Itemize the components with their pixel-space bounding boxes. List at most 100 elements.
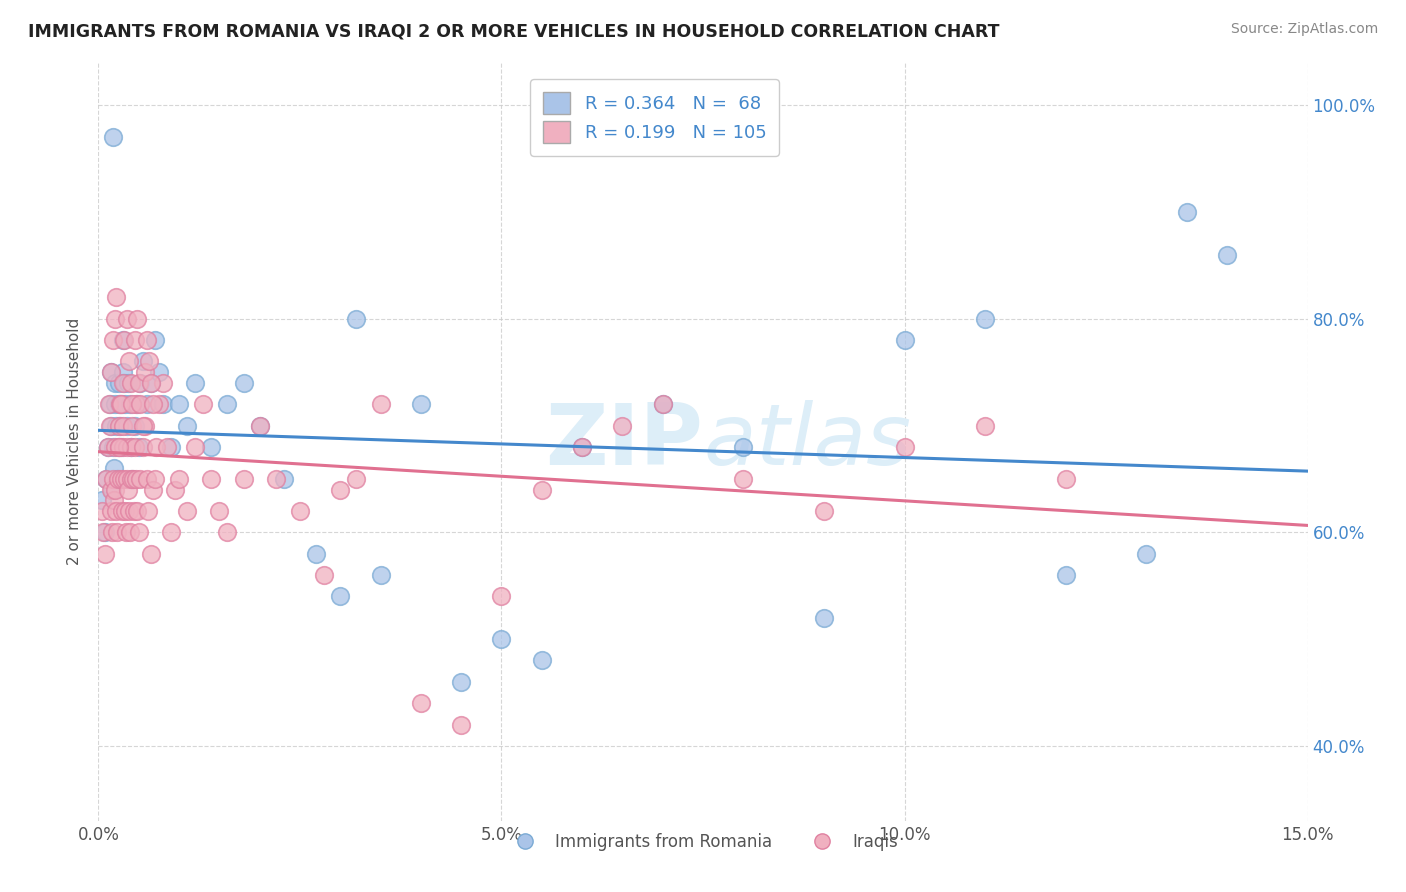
Point	[124, 440, 146, 454]
Point	[135, 472, 157, 486]
Point	[105, 290, 128, 304]
Point	[132, 440, 155, 454]
Point	[217, 397, 239, 411]
Point	[264, 472, 287, 486]
Point	[107, 397, 129, 411]
Point	[370, 397, 392, 411]
Point	[108, 397, 131, 411]
Point	[184, 440, 207, 454]
Point	[114, 504, 136, 518]
Point	[117, 440, 139, 454]
Point	[108, 418, 131, 433]
Point	[733, 440, 755, 454]
Point	[105, 525, 128, 540]
Point	[103, 461, 125, 475]
Point	[142, 397, 165, 411]
Point	[111, 397, 134, 411]
Point	[124, 418, 146, 433]
Point	[120, 440, 142, 454]
Point	[101, 525, 124, 540]
Point	[121, 472, 143, 486]
Point	[115, 472, 138, 486]
Point	[100, 483, 122, 497]
Point	[152, 376, 174, 390]
Point	[124, 397, 146, 411]
Point	[107, 440, 129, 454]
Point	[128, 440, 150, 454]
Point	[139, 376, 162, 390]
Point	[103, 493, 125, 508]
Point	[121, 397, 143, 411]
Point	[409, 696, 432, 710]
Point	[121, 418, 143, 433]
Point	[100, 504, 122, 518]
Point	[91, 525, 114, 540]
Point	[125, 472, 148, 486]
Point	[329, 590, 352, 604]
Point	[107, 440, 129, 454]
Point	[232, 376, 254, 390]
Point	[142, 483, 165, 497]
Point	[167, 397, 190, 411]
Point	[127, 397, 149, 411]
Point	[1054, 472, 1077, 486]
Point	[112, 376, 135, 390]
Point	[124, 333, 146, 347]
Point	[104, 483, 127, 497]
Point	[138, 354, 160, 368]
Point	[134, 418, 156, 433]
Point	[101, 483, 124, 497]
Point	[100, 365, 122, 379]
Point	[184, 376, 207, 390]
Point	[571, 440, 593, 454]
Point	[160, 440, 183, 454]
Point	[90, 504, 112, 518]
Point	[893, 333, 915, 347]
Point	[110, 440, 132, 454]
Point	[108, 418, 131, 433]
Point	[105, 504, 128, 518]
Point	[129, 376, 152, 390]
Point	[651, 397, 673, 411]
Point	[135, 333, 157, 347]
Point	[110, 472, 132, 486]
Point	[112, 472, 135, 486]
Point	[143, 333, 166, 347]
Point	[132, 418, 155, 433]
Point	[329, 483, 352, 497]
Point	[100, 418, 122, 433]
Point	[612, 418, 634, 433]
Point	[314, 568, 336, 582]
Point	[273, 472, 295, 486]
Point	[94, 525, 117, 540]
Point	[91, 493, 114, 508]
Point	[139, 547, 162, 561]
Point	[110, 397, 132, 411]
Point	[733, 472, 755, 486]
Point	[138, 504, 160, 518]
Point	[117, 376, 139, 390]
Point	[344, 311, 367, 326]
Point	[129, 472, 152, 486]
Point	[135, 397, 157, 411]
Point	[111, 440, 134, 454]
Point	[96, 472, 118, 486]
Point	[104, 376, 127, 390]
Point	[200, 440, 222, 454]
Point	[1054, 568, 1077, 582]
Point	[232, 472, 254, 486]
Point	[111, 504, 134, 518]
Point	[101, 130, 124, 145]
Point	[813, 504, 835, 518]
Point	[893, 440, 915, 454]
Point	[112, 333, 135, 347]
Point	[288, 504, 311, 518]
Point	[409, 397, 432, 411]
Point	[117, 483, 139, 497]
Point	[530, 483, 553, 497]
Point	[127, 504, 149, 518]
Point	[148, 365, 170, 379]
Point	[120, 472, 142, 486]
Point	[101, 333, 124, 347]
Point	[651, 397, 673, 411]
